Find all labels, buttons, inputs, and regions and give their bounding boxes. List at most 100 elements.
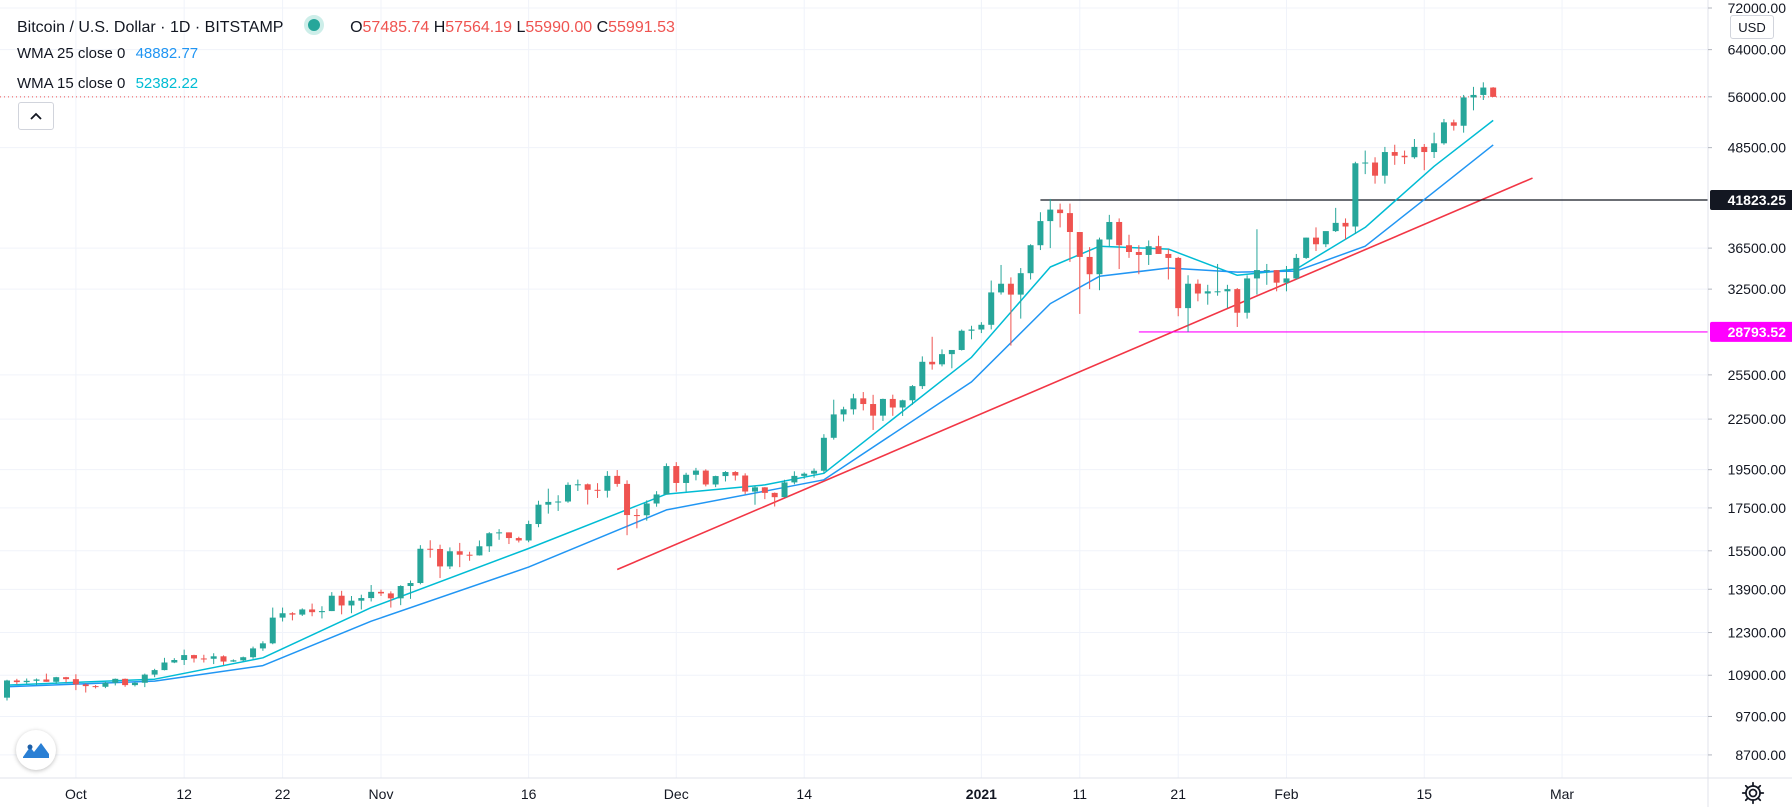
candle-body: [72, 679, 79, 685]
candle-body: [250, 648, 257, 658]
candle-body: [879, 398, 886, 416]
candle-body: [1303, 237, 1310, 258]
tradingview-logo-icon[interactable]: [16, 730, 56, 770]
candle-body: [742, 475, 749, 492]
candle-body: [860, 398, 867, 405]
open-value: 57485.74: [362, 19, 430, 36]
candle-body: [1185, 283, 1192, 309]
symbol-legend: Bitcoin / U.S. Dollar · 1D · BITSTAMP O5…: [17, 15, 675, 37]
candle-body: [1411, 146, 1418, 158]
y-tick-label: 64000.00: [1728, 42, 1787, 58]
candle-body: [23, 680, 30, 683]
candle-body: [752, 487, 758, 492]
candle-body: [1440, 122, 1447, 144]
candle-body: [1283, 278, 1290, 283]
y-tick-label: 72000.00: [1728, 0, 1787, 16]
currency-button[interactable]: USD: [1730, 15, 1774, 39]
symbol-name[interactable]: Bitcoin / U.S. Dollar: [17, 19, 156, 36]
candle-body: [82, 684, 89, 687]
candle-body: [1332, 222, 1339, 232]
candle-body: [1106, 221, 1113, 240]
candle-body: [466, 554, 473, 556]
y-tick-label: 19500.00: [1728, 462, 1787, 478]
candle-body: [456, 551, 463, 555]
candle-body: [1194, 283, 1201, 294]
candle-body: [1470, 94, 1477, 98]
trend-line: [616, 177, 1533, 571]
candle-body: [92, 686, 99, 688]
candle-body: [515, 538, 522, 541]
price-level-tag-label: 41823.25: [1728, 192, 1787, 208]
candles: [4, 82, 1497, 701]
x-tick-label: 12: [176, 786, 192, 802]
candle-body: [653, 494, 660, 504]
drawings: [0, 96, 1708, 571]
candle-body: [210, 656, 217, 659]
candle-body: [1057, 209, 1064, 214]
candle-body: [1362, 162, 1369, 164]
candle-body: [368, 591, 375, 599]
candle-body: [1263, 270, 1270, 272]
candle-body: [899, 400, 906, 408]
candle-body: [1047, 209, 1054, 222]
collapse-legend-button[interactable]: [18, 102, 54, 130]
exchange: BITSTAMP: [204, 19, 284, 36]
y-tick-label: 9700.00: [1735, 708, 1786, 724]
wma15-legend[interactable]: WMA 15 close 0 52382.22: [17, 75, 198, 92]
candle-body: [633, 515, 640, 517]
candle-body: [476, 546, 483, 556]
candle-body: [1372, 162, 1379, 176]
gear-icon[interactable]: [1740, 780, 1766, 806]
candle-body: [437, 548, 444, 567]
candle-body: [1244, 278, 1251, 313]
moving-averages: [6, 119, 1494, 688]
candle-body: [181, 655, 188, 661]
candle-body: [1450, 122, 1457, 126]
candle-body: [948, 349, 955, 355]
x-tick-label: 16: [521, 786, 537, 802]
candle-body: [929, 361, 936, 365]
candle-body: [565, 484, 571, 502]
candle-body: [801, 473, 808, 476]
wma25-line: [6, 144, 1494, 688]
candle-body: [643, 503, 650, 516]
candle-body: [535, 504, 542, 525]
wma15-label: WMA 15 close 0: [17, 75, 126, 92]
candle-body: [1086, 256, 1093, 275]
candle-body: [525, 524, 532, 541]
price-level-tag: [1710, 321, 1792, 342]
x-tick-label: Oct: [65, 786, 87, 802]
candle-body: [446, 551, 453, 567]
candle-body: [191, 655, 197, 659]
candle-body: [279, 613, 286, 618]
candle-body: [594, 489, 601, 491]
candle-body: [358, 598, 365, 601]
candle-body: [1293, 257, 1300, 279]
candle-body: [968, 329, 975, 331]
interval[interactable]: 1D: [169, 19, 191, 36]
candle-body: [200, 658, 207, 660]
candle-body: [1175, 257, 1182, 309]
candle-body: [378, 591, 384, 594]
candle-body: [13, 680, 20, 683]
candle-body: [850, 398, 857, 410]
candle-body: [43, 679, 50, 682]
candle-body: [958, 330, 965, 350]
currency-label: USD: [1738, 19, 1766, 35]
wma25-legend[interactable]: WMA 25 close 0 48882.77: [17, 45, 198, 62]
candle-body: [683, 474, 690, 483]
candle-body: [309, 609, 316, 613]
candle-body: [574, 484, 581, 486]
candle-body: [1126, 245, 1132, 252]
candle-body: [299, 609, 306, 615]
y-tick-label: 36500.00: [1728, 240, 1787, 256]
candle-body: [1431, 143, 1438, 153]
candle-body: [397, 586, 404, 599]
candle-body: [1234, 289, 1241, 313]
candle-body: [417, 548, 424, 584]
y-tick-label: 15500.00: [1728, 543, 1787, 559]
candle-body: [318, 611, 325, 613]
candle-body: [771, 492, 778, 498]
candle-body: [761, 487, 768, 493]
